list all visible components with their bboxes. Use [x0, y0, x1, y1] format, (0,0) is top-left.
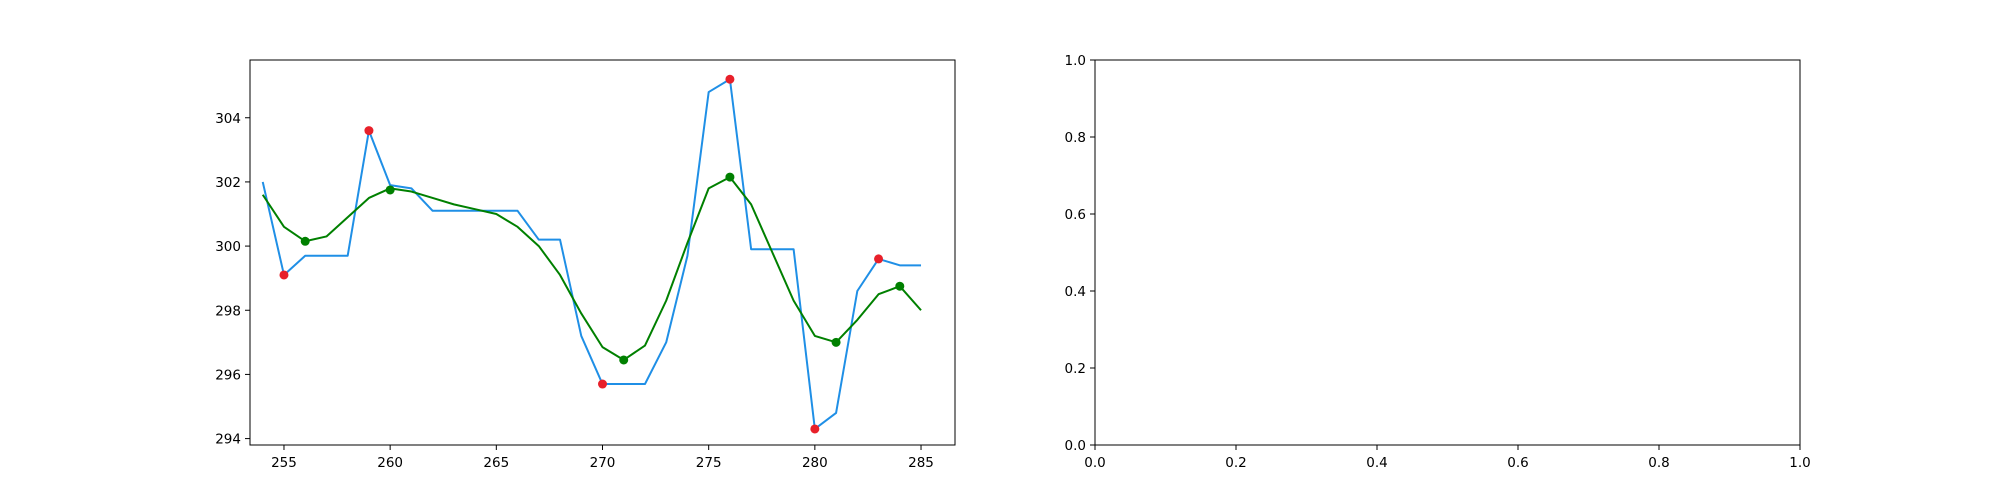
- y-tick-label: 300: [215, 239, 241, 255]
- x-tick-label: 275: [696, 455, 722, 471]
- data-point-marker: [725, 172, 735, 182]
- series-line-smoothed: [261, 176, 922, 361]
- y-tick-label: 304: [215, 111, 241, 127]
- data-point-marker: [279, 270, 289, 280]
- data-point-marker: [619, 355, 629, 365]
- data-point-marker: [300, 236, 310, 246]
- y-tick-label: 0.4: [1065, 284, 1086, 300]
- y-tick-label: 0.6: [1065, 207, 1086, 223]
- y-tick-label: 296: [215, 367, 241, 383]
- left-chart: 255 260 265 270 275 280 285 294 296 298 300 302 304: [215, 59, 956, 471]
- x-tick-label: 0.6: [1507, 455, 1528, 471]
- series-line-raw: [261, 78, 922, 430]
- y-tick-label: 0.0: [1065, 438, 1086, 454]
- y-tick-label: 1.0: [1065, 53, 1086, 69]
- x-tick-label: 0.0: [1084, 455, 1105, 471]
- x-tick-label: 1.0: [1789, 455, 1810, 471]
- y-tick-label: 294: [215, 432, 241, 448]
- data-point-marker: [725, 74, 735, 84]
- data-point-marker: [810, 424, 820, 434]
- x-tick-label: 255: [271, 455, 297, 471]
- data-point-marker: [364, 126, 374, 136]
- x-tick-label: 0.8: [1648, 455, 1669, 471]
- data-point-marker: [598, 379, 607, 389]
- y-tick-label: 0.8: [1065, 130, 1086, 146]
- right-chart-empty-axes: 0.0 0.2 0.4 0.6 0.8 1.0 0.0 0.2 0.4 0.6 0.8 1.0: [1065, 53, 1811, 471]
- data-point-marker: [895, 281, 905, 291]
- y-tick-label: 302: [215, 175, 241, 191]
- x-tick-label: 265: [483, 455, 509, 471]
- y-tick-label: 0.2: [1065, 361, 1086, 377]
- data-point-marker: [831, 337, 841, 347]
- data-point-marker: [874, 254, 884, 264]
- data-point-marker: [385, 185, 395, 195]
- x-tick-label: 280: [802, 455, 828, 471]
- x-tick-label: 260: [377, 455, 403, 471]
- x-tick-label: 270: [590, 455, 616, 471]
- x-tick-label: 0.4: [1366, 455, 1387, 471]
- x-tick-label: 0.2: [1225, 455, 1246, 471]
- y-tick-label: 298: [215, 303, 241, 319]
- x-tick-label: 285: [908, 455, 934, 471]
- plot-frame: [1094, 59, 1801, 446]
